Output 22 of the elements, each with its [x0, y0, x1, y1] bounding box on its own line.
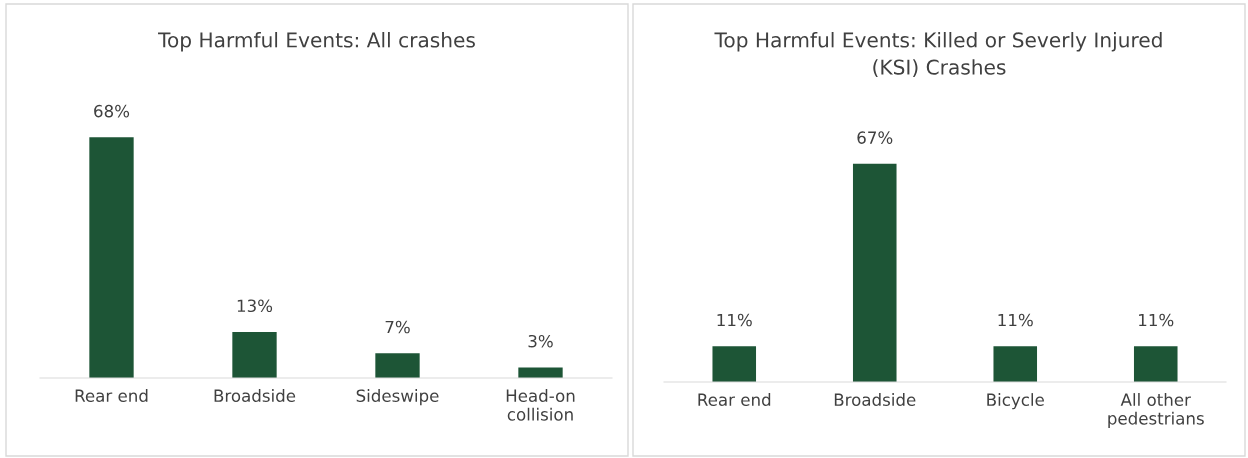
data-label: 7% — [385, 320, 410, 334]
x-tick-label: Head-on collision — [506, 389, 575, 421]
chart-title: Top Harmful Events: Killed or Severly Injured (KSI) Crashes — [714, 32, 1162, 78]
x-tick-label: Rear end — [75, 389, 148, 403]
data-label: 11% — [717, 313, 752, 327]
x-tick-label: Broadside — [834, 393, 916, 407]
chart-title: Top Harmful Events: All crashes — [158, 32, 475, 52]
x-tick-label: Broadside — [214, 389, 296, 403]
bar — [89, 137, 134, 378]
bar — [232, 331, 277, 378]
x-tick-label: Rear end — [698, 393, 771, 407]
bar — [375, 353, 420, 378]
data-label: 68% — [94, 104, 130, 118]
data-label: 11% — [998, 313, 1033, 327]
data-label: 67% — [857, 131, 893, 144]
bar — [518, 367, 563, 378]
x-tick-label: Sideswipe — [356, 389, 439, 406]
data-label: 13% — [237, 299, 273, 313]
x-tick-label: Bicycle — [987, 393, 1044, 410]
data-label: 3% — [528, 334, 553, 348]
data-label: 11% — [1139, 313, 1174, 327]
x-tick-label: All other pedestrians — [1108, 393, 1204, 428]
